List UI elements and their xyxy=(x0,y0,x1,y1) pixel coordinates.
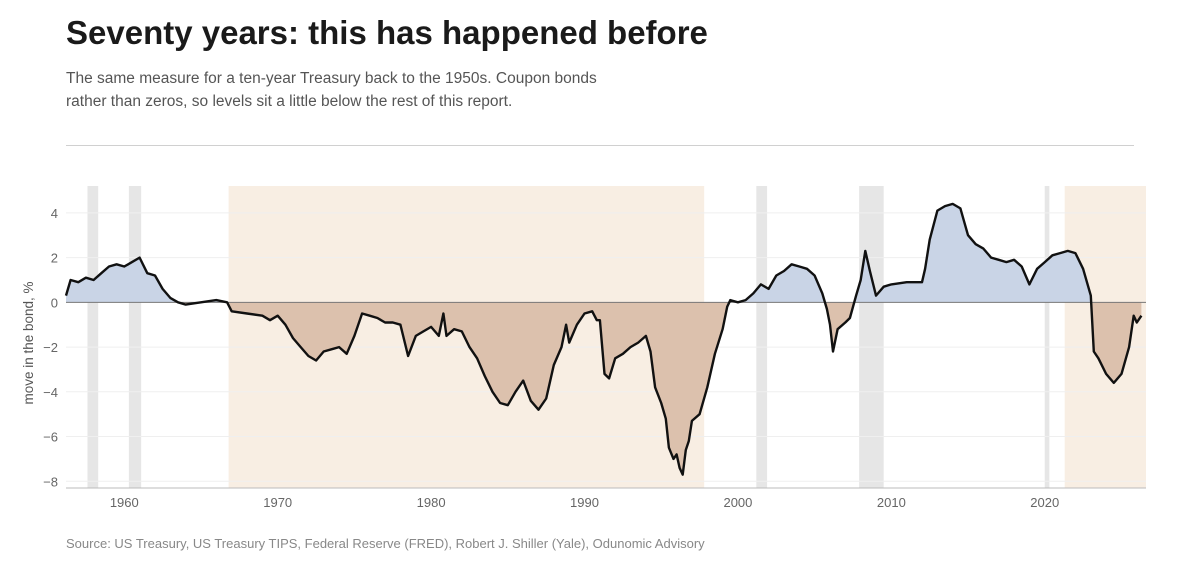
negative-area xyxy=(66,302,1142,475)
x-tick-label: 1960 xyxy=(110,495,139,510)
y-tick-label: −2 xyxy=(43,340,58,355)
recession-band-1 xyxy=(128,186,142,488)
recession-band-4 xyxy=(1044,186,1050,488)
y-tick-label: −8 xyxy=(43,474,58,489)
series-line xyxy=(64,202,1143,476)
x-tick-label: 2000 xyxy=(723,495,752,510)
y-axis-label: move in the bond, % xyxy=(21,281,36,404)
y-tick-label: −6 xyxy=(43,430,58,445)
recession-band-0 xyxy=(87,186,99,488)
x-tick-label: 1980 xyxy=(417,495,446,510)
x-tick-label: 1970 xyxy=(263,495,292,510)
recession-band-3 xyxy=(859,186,884,488)
positive-area xyxy=(66,203,1092,303)
x-tick-label: 2010 xyxy=(877,495,906,510)
x-tick-label: 1990 xyxy=(570,495,599,510)
x-tick-label: 2020 xyxy=(1030,495,1059,510)
recession-band-2 xyxy=(756,186,768,488)
chart-subtitle: The same measure for a ten-year Treasury… xyxy=(66,70,597,110)
y-tick-label: 0 xyxy=(51,295,58,310)
y-tick-label: −4 xyxy=(43,385,58,400)
y-tick-label: 2 xyxy=(51,251,58,266)
y-tick-label: 4 xyxy=(51,206,58,221)
source-note: Source: US Treasury, US Treasury TIPS, F… xyxy=(66,536,705,551)
header-divider xyxy=(66,145,1134,146)
chart-title: Seventy years: this has happened before xyxy=(66,14,708,51)
